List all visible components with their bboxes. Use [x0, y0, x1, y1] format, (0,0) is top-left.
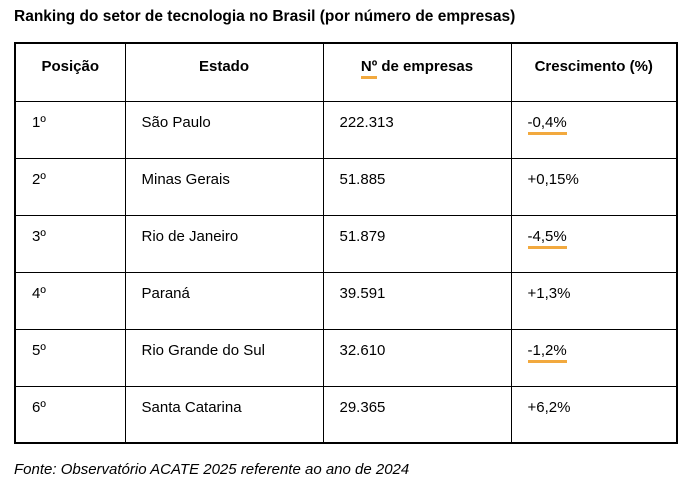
column-header-crescimento: Crescimento (%) [510, 42, 678, 102]
column-header-posicao-label: Posição [41, 58, 100, 75]
crescimento-value: -1,2% [527, 342, 567, 363]
column-header-empresas-label: de empresas [377, 58, 474, 75]
table-row: 6º Santa Catarina 29.365 +6,2% [14, 385, 678, 444]
cell-estado: Minas Gerais [124, 157, 324, 216]
table-row: 5º Rio Grande do Sul 32.610 -1,2% [14, 328, 678, 387]
table-body: 1º São Paulo 222.313 -0,4% 2º Minas Gera… [14, 100, 678, 444]
crescimento-value: +1,3% [527, 284, 571, 302]
cell-estado: Santa Catarina [124, 385, 324, 444]
cell-empresas: 32.610 [322, 328, 512, 387]
cell-empresas: 51.879 [322, 214, 512, 273]
cell-crescimento: +6,2% [510, 385, 678, 444]
page-title: Ranking do setor de tecnologia no Brasil… [14, 8, 516, 25]
table-header: Posição Estado Nº de empresas Cresciment… [14, 42, 678, 102]
cell-posicao: 2º [14, 157, 126, 216]
cell-posicao: 5º [14, 328, 126, 387]
table-row: 4º Paraná 39.591 +1,3% [14, 271, 678, 330]
cell-posicao: 3º [14, 214, 126, 273]
cell-estado: São Paulo [124, 100, 324, 159]
cell-posicao: 1º [14, 100, 126, 159]
table-row: 2º Minas Gerais 51.885 +0,15% [14, 157, 678, 216]
column-header-empresas: Nº de empresas [322, 42, 512, 102]
cell-empresas: 51.885 [322, 157, 512, 216]
column-header-empresas-underlined-label: Nº [360, 58, 378, 79]
cell-posicao: 4º [14, 271, 126, 330]
cell-crescimento: +1,3% [510, 271, 678, 330]
cell-crescimento: +0,15% [510, 157, 678, 216]
crescimento-value: +0,15% [527, 170, 579, 188]
cell-crescimento: -0,4% [510, 100, 678, 159]
column-header-crescimento-label: Crescimento (%) [534, 58, 653, 75]
table-row: 1º São Paulo 222.313 -0,4% [14, 100, 678, 159]
cell-empresas: 29.365 [322, 385, 512, 444]
cell-estado: Paraná [124, 271, 324, 330]
crescimento-value: -0,4% [527, 114, 567, 135]
ranking-table: Posição Estado Nº de empresas Cresciment… [14, 42, 678, 444]
crescimento-value: +6,2% [527, 398, 571, 416]
header-row: Posição Estado Nº de empresas Cresciment… [14, 42, 678, 102]
cell-posicao: 6º [14, 385, 126, 444]
column-header-posicao: Posição [14, 42, 126, 102]
cell-crescimento: -1,2% [510, 328, 678, 387]
cell-empresas: 39.591 [322, 271, 512, 330]
column-header-estado: Estado [124, 42, 324, 102]
table-row: 3º Rio de Janeiro 51.879 -4,5% [14, 214, 678, 273]
column-header-estado-label: Estado [198, 58, 249, 75]
cell-crescimento: -4,5% [510, 214, 678, 273]
cell-empresas: 222.313 [322, 100, 512, 159]
cell-estado: Rio de Janeiro [124, 214, 324, 273]
source-note: Fonte: Observatório ACATE 2025 referente… [14, 461, 410, 478]
crescimento-value: -4,5% [527, 228, 567, 249]
cell-estado: Rio Grande do Sul [124, 328, 324, 387]
